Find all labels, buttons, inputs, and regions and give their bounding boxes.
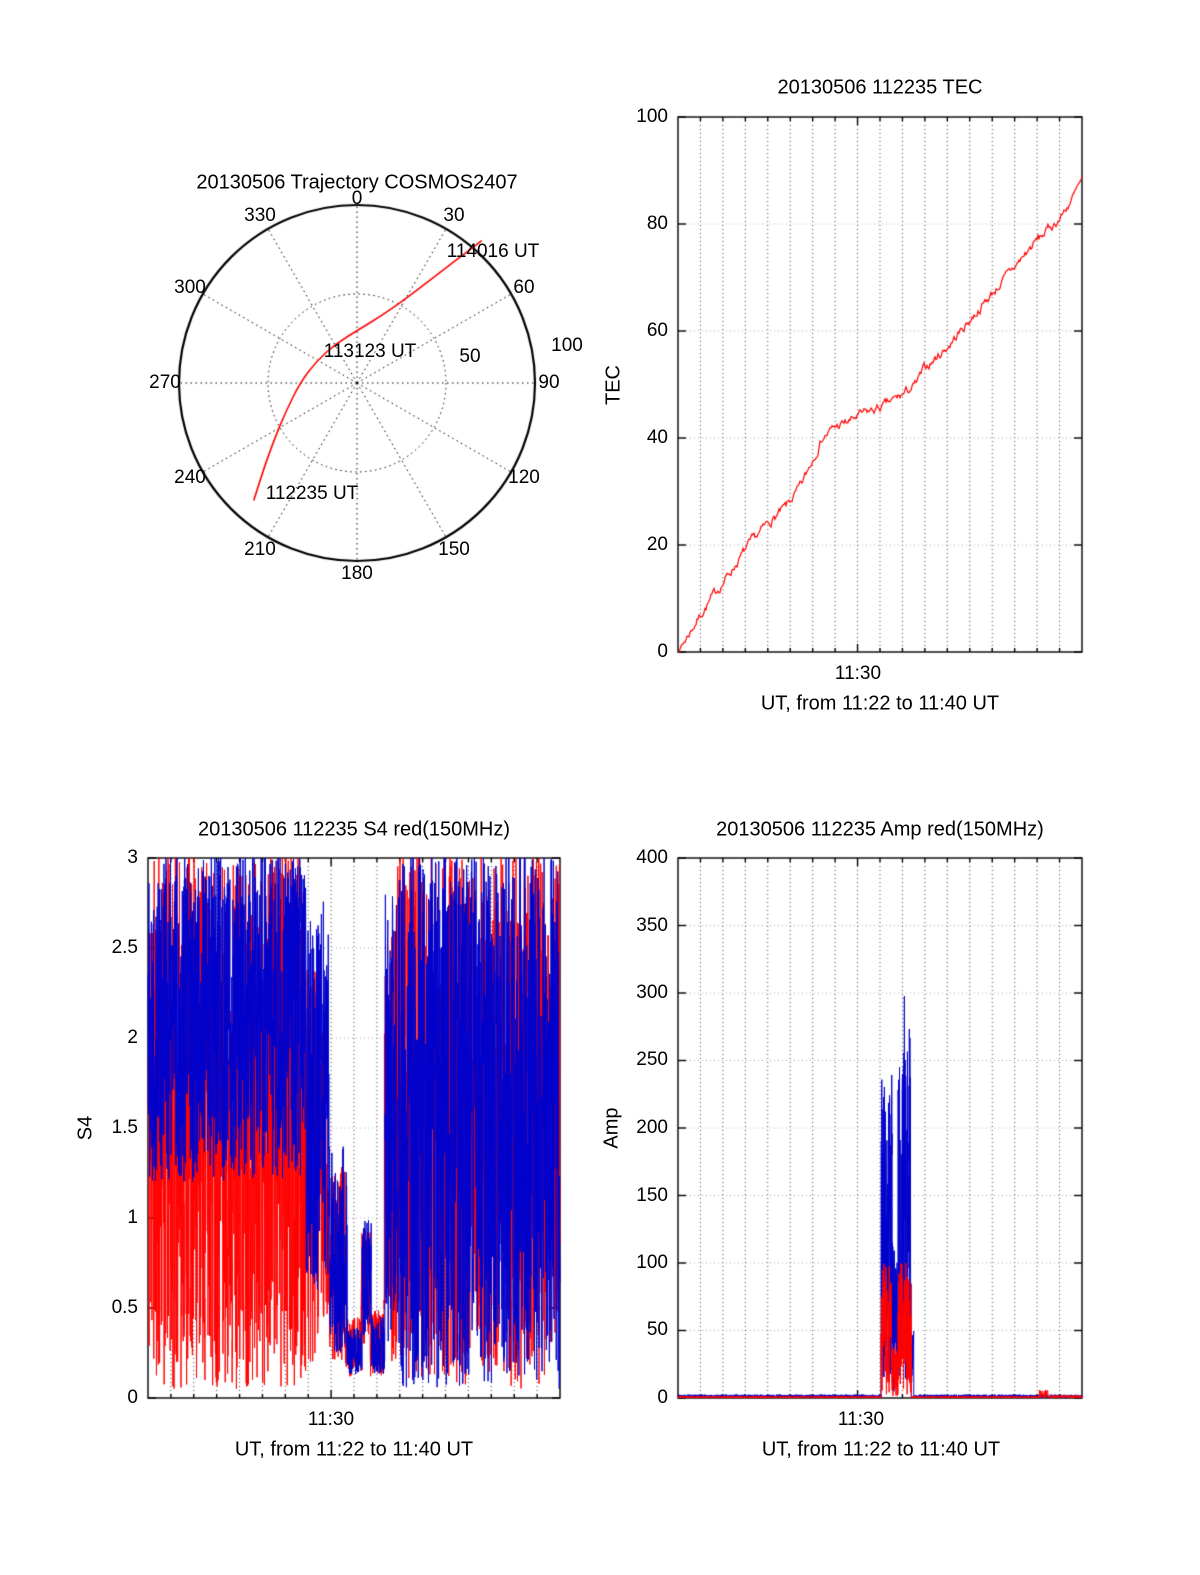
s4-ytick-0: 0	[127, 1387, 138, 1408]
amp-ytick-300: 300	[636, 982, 668, 1003]
amp-ytick-400: 400	[636, 847, 668, 868]
tec-ytick-100: 100	[636, 106, 668, 127]
tec-y-axis-label: TEC	[602, 365, 625, 405]
amp-chart: 20130506 112235 Amp red(150MHz) Amp 400 …	[600, 810, 1160, 1490]
amp-ytick-150: 150	[636, 1185, 668, 1206]
azimuth-label-270: 270	[149, 372, 181, 393]
azimuth-label-150: 150	[438, 539, 470, 560]
tec-xtick-label: 11:30	[834, 663, 882, 684]
trajectory-time-label-end: 114016 UT	[446, 241, 540, 262]
azimuth-label-180: 180	[341, 563, 373, 584]
tec-ytick-0: 0	[657, 641, 668, 662]
s4-ytick-2: 2	[127, 1027, 138, 1048]
azimuth-label-300: 300	[174, 277, 206, 298]
tec-chart: 20130506 112235 TEC TEC 100 80 60 40 20 …	[600, 70, 1160, 750]
tec-canvas	[600, 70, 1160, 750]
amp-ytick-350: 350	[636, 915, 668, 936]
s4-ytick-1p5: 1.5	[111, 1117, 138, 1138]
azimuth-label-0: 0	[351, 188, 363, 209]
s4-title: 20130506 112235 S4 red(150MHz)	[197, 818, 511, 841]
trajectory-time-label-start: 112235 UT	[265, 483, 359, 504]
azimuth-label-240: 240	[174, 467, 206, 488]
s4-canvas	[70, 810, 600, 1490]
amp-x-axis-label: UT, from 11:22 to 11:40 UT	[761, 1438, 1001, 1461]
amp-canvas	[600, 810, 1160, 1490]
s4-ytick-2p5: 2.5	[111, 937, 138, 958]
amp-ytick-100: 100	[636, 1252, 668, 1273]
radial-label-50: 50	[459, 346, 481, 367]
amp-title: 20130506 112235 Amp red(150MHz)	[716, 818, 1044, 841]
s4-ytick-0p5: 0.5	[111, 1297, 138, 1318]
amp-ytick-250: 250	[636, 1049, 668, 1070]
tec-ytick-20: 20	[646, 534, 668, 555]
tec-x-axis-label: UT, from 11:22 to 11:40 UT	[760, 692, 1000, 715]
azimuth-label-210: 210	[244, 539, 276, 560]
s4-ytick-3: 3	[127, 847, 138, 868]
amp-ytick-200: 200	[636, 1117, 668, 1138]
tec-ytick-40: 40	[646, 427, 668, 448]
azimuth-label-90: 90	[538, 372, 560, 393]
s4-x-axis-label: UT, from 11:22 to 11:40 UT	[234, 1438, 474, 1461]
amp-xtick-label: 11:30	[837, 1409, 885, 1430]
amp-ytick-0: 0	[657, 1387, 668, 1408]
polar-title: 20130506 Trajectory COSMOS2407	[196, 171, 518, 194]
s4-ytick-1: 1	[127, 1207, 138, 1228]
tec-ytick-80: 80	[646, 213, 668, 234]
amp-ytick-50: 50	[646, 1319, 668, 1340]
azimuth-label-330: 330	[244, 205, 276, 226]
tec-ytick-60: 60	[646, 320, 668, 341]
radial-label-100: 100	[551, 335, 583, 356]
azimuth-label-30: 30	[443, 205, 465, 226]
trajectory-polar-chart: 20130506 Trajectory COSMOS2407 0 30 60 9…	[149, 170, 600, 600]
s4-chart: 20130506 112235 S4 red(150MHz) S4 3 2.5 …	[70, 810, 600, 1490]
s4-xtick-label: 11:30	[307, 1409, 355, 1430]
tec-title: 20130506 112235 TEC	[777, 76, 983, 99]
azimuth-label-120: 120	[508, 467, 540, 488]
azimuth-label-60: 60	[513, 277, 535, 298]
trajectory-polar-canvas	[150, 170, 600, 600]
trajectory-time-label-mid: 113123 UT	[323, 341, 417, 362]
